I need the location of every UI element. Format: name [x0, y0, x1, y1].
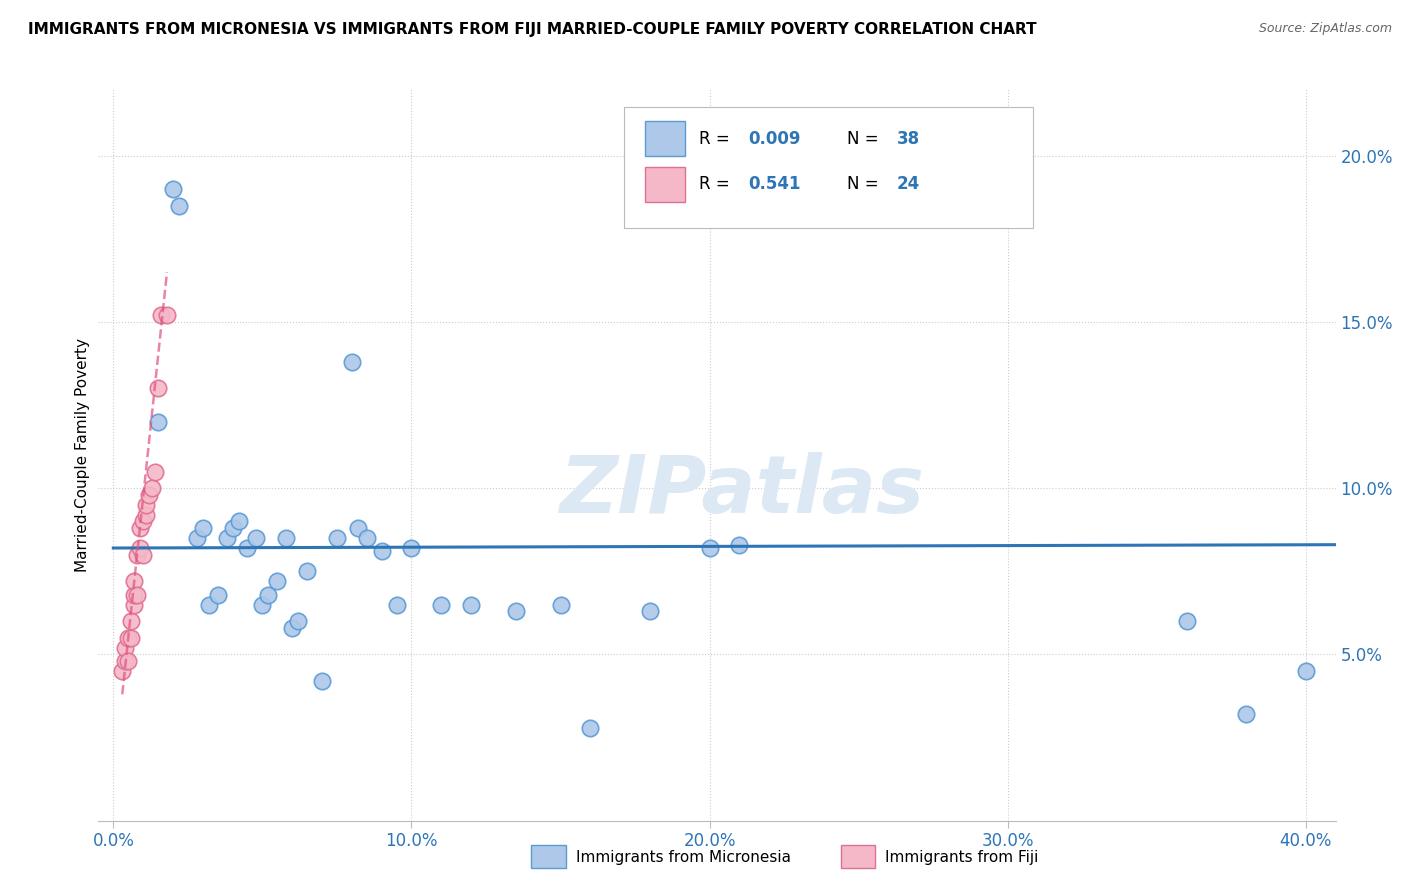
Point — [197, 598, 219, 612]
Point — [122, 574, 145, 589]
Text: 38: 38 — [897, 130, 920, 148]
Point — [221, 521, 243, 535]
FancyBboxPatch shape — [645, 121, 685, 156]
Text: ZIPatlas: ZIPatlas — [560, 452, 924, 531]
Point — [346, 521, 368, 535]
Text: 0.009: 0.009 — [748, 130, 800, 148]
Point — [430, 598, 453, 612]
FancyBboxPatch shape — [841, 845, 876, 868]
Point — [1295, 664, 1317, 678]
Point — [186, 531, 208, 545]
Point — [287, 614, 309, 628]
Point — [127, 548, 149, 562]
Point — [401, 541, 423, 555]
Point — [1234, 707, 1257, 722]
Point — [132, 515, 155, 529]
Point — [638, 604, 661, 618]
Text: Source: ZipAtlas.com: Source: ZipAtlas.com — [1258, 22, 1392, 36]
Point — [326, 531, 349, 545]
Point — [141, 481, 163, 495]
Point — [135, 508, 157, 522]
Point — [129, 541, 152, 555]
Text: R =: R = — [699, 176, 734, 194]
FancyBboxPatch shape — [531, 845, 567, 868]
Point — [236, 541, 259, 555]
Point — [311, 673, 333, 688]
Point — [120, 631, 142, 645]
Point — [460, 598, 482, 612]
FancyBboxPatch shape — [624, 108, 1032, 228]
FancyBboxPatch shape — [645, 167, 685, 202]
Point — [579, 721, 602, 735]
Point — [114, 640, 136, 655]
Point — [356, 531, 378, 545]
Point — [117, 654, 139, 668]
Point — [699, 541, 721, 555]
Point — [228, 515, 250, 529]
Point — [122, 598, 145, 612]
Point — [122, 588, 145, 602]
Point — [150, 308, 173, 322]
Point — [257, 588, 280, 602]
Point — [167, 198, 190, 212]
Point — [385, 598, 408, 612]
Point — [143, 465, 166, 479]
Text: 0.541: 0.541 — [748, 176, 800, 194]
Point — [281, 621, 304, 635]
Point — [114, 654, 136, 668]
Point — [132, 548, 155, 562]
Point — [138, 488, 160, 502]
Point — [129, 521, 152, 535]
Text: 24: 24 — [897, 176, 920, 194]
Point — [550, 598, 572, 612]
Point — [111, 664, 134, 678]
Point — [370, 544, 392, 558]
Point — [117, 631, 139, 645]
Text: IMMIGRANTS FROM MICRONESIA VS IMMIGRANTS FROM FIJI MARRIED-COUPLE FAMILY POVERTY: IMMIGRANTS FROM MICRONESIA VS IMMIGRANTS… — [28, 22, 1036, 37]
Text: R =: R = — [699, 130, 734, 148]
Point — [728, 538, 751, 552]
Point — [146, 381, 169, 395]
Text: Immigrants from Fiji: Immigrants from Fiji — [886, 850, 1039, 864]
Point — [505, 604, 527, 618]
Point — [135, 498, 157, 512]
Text: N =: N = — [846, 130, 884, 148]
Point — [215, 531, 238, 545]
Point — [276, 531, 298, 545]
Point — [295, 564, 318, 578]
Point — [266, 574, 288, 589]
Point — [340, 355, 363, 369]
Point — [1175, 614, 1198, 628]
Point — [146, 415, 169, 429]
Y-axis label: Married-Couple Family Poverty: Married-Couple Family Poverty — [75, 338, 90, 572]
Point — [252, 598, 274, 612]
Text: N =: N = — [846, 176, 884, 194]
Point — [156, 308, 179, 322]
Point — [162, 182, 184, 196]
Point — [120, 614, 142, 628]
Point — [207, 588, 229, 602]
Point — [245, 531, 267, 545]
Point — [127, 588, 149, 602]
Point — [191, 521, 214, 535]
Text: Immigrants from Micronesia: Immigrants from Micronesia — [576, 850, 792, 864]
